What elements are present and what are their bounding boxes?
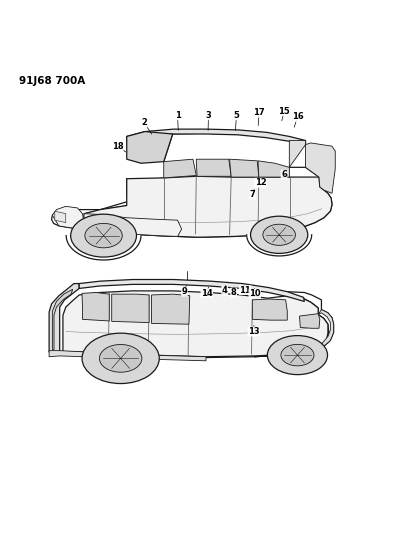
Polygon shape xyxy=(152,294,190,324)
Polygon shape xyxy=(310,310,334,352)
Polygon shape xyxy=(306,143,335,193)
Text: 15: 15 xyxy=(278,107,290,116)
Text: 1: 1 xyxy=(175,111,180,120)
Polygon shape xyxy=(79,279,304,302)
Ellipse shape xyxy=(85,223,122,248)
Polygon shape xyxy=(84,214,182,237)
Polygon shape xyxy=(52,289,73,350)
Polygon shape xyxy=(229,159,259,177)
Polygon shape xyxy=(127,132,173,163)
Polygon shape xyxy=(84,352,121,358)
Ellipse shape xyxy=(71,214,136,257)
Polygon shape xyxy=(82,293,109,321)
Ellipse shape xyxy=(99,344,142,372)
Text: 8: 8 xyxy=(231,288,236,297)
Polygon shape xyxy=(112,294,149,322)
Text: 16: 16 xyxy=(292,112,303,122)
Polygon shape xyxy=(252,299,287,320)
Polygon shape xyxy=(52,206,84,230)
Ellipse shape xyxy=(267,336,328,375)
Ellipse shape xyxy=(281,344,314,366)
Polygon shape xyxy=(49,351,206,361)
Polygon shape xyxy=(258,161,290,177)
Text: 14: 14 xyxy=(201,289,213,298)
Polygon shape xyxy=(127,129,306,144)
Polygon shape xyxy=(63,291,328,357)
Text: 11: 11 xyxy=(239,286,251,295)
Text: 91J68 700A: 91J68 700A xyxy=(19,76,85,86)
Text: 18: 18 xyxy=(112,142,123,151)
Polygon shape xyxy=(66,236,141,260)
Polygon shape xyxy=(196,159,231,176)
Polygon shape xyxy=(49,284,79,352)
Text: 6: 6 xyxy=(281,170,287,179)
Ellipse shape xyxy=(250,216,308,253)
Text: 13: 13 xyxy=(248,327,260,336)
Ellipse shape xyxy=(263,224,295,245)
Text: 5: 5 xyxy=(234,111,239,120)
Polygon shape xyxy=(247,235,311,256)
Polygon shape xyxy=(289,141,306,167)
Text: 7: 7 xyxy=(250,190,255,199)
Polygon shape xyxy=(84,176,332,237)
Text: 10: 10 xyxy=(249,289,260,298)
Text: 12: 12 xyxy=(255,178,266,187)
Text: 3: 3 xyxy=(206,111,211,120)
Ellipse shape xyxy=(82,333,159,384)
Polygon shape xyxy=(164,159,196,178)
Text: 17: 17 xyxy=(253,108,265,117)
Polygon shape xyxy=(55,211,66,223)
Text: 4: 4 xyxy=(222,286,228,295)
Text: 9: 9 xyxy=(182,287,187,296)
Text: 2: 2 xyxy=(141,118,147,127)
Polygon shape xyxy=(300,313,320,328)
